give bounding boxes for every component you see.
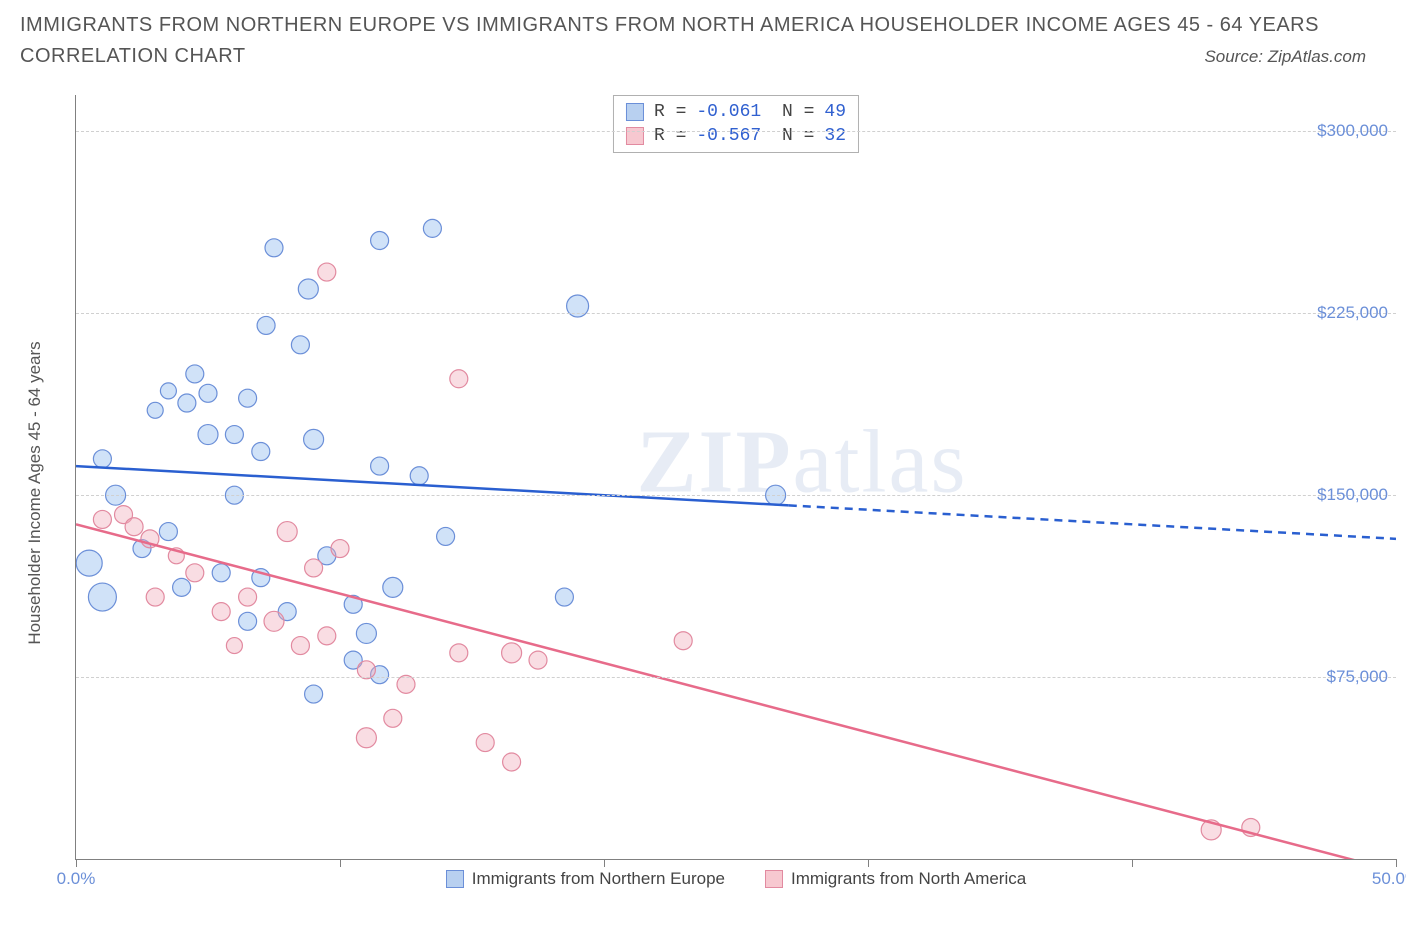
gridline (76, 677, 1396, 678)
x-tick (604, 859, 605, 867)
gridline (76, 131, 1396, 132)
data-point (125, 518, 143, 536)
data-point (383, 577, 403, 597)
data-point (93, 450, 111, 468)
data-point (371, 232, 389, 250)
data-point (147, 402, 163, 418)
trend-line-solid (76, 466, 789, 505)
data-point (186, 365, 204, 383)
data-point (529, 651, 547, 669)
data-point (291, 637, 309, 655)
data-point (88, 583, 116, 611)
data-point (298, 279, 318, 299)
data-point (198, 425, 218, 445)
data-point (502, 643, 522, 663)
data-point (178, 394, 196, 412)
data-point (423, 219, 441, 237)
x-tick (1132, 859, 1133, 867)
y-tick-label: $75,000 (1327, 667, 1388, 687)
data-point (291, 336, 309, 354)
trend-line-solid (76, 524, 1396, 859)
series-legend: Immigrants from Northern Europe Immigran… (76, 869, 1396, 889)
x-tick (340, 859, 341, 867)
data-point (252, 443, 270, 461)
legend-item: Immigrants from Northern Europe (446, 869, 725, 889)
data-point (239, 389, 257, 407)
data-point (305, 559, 323, 577)
x-tick-label: 0.0% (57, 869, 96, 889)
data-point (450, 644, 468, 662)
data-point (356, 728, 376, 748)
data-point (239, 612, 257, 630)
data-point (212, 603, 230, 621)
data-point (304, 429, 324, 449)
x-tick (868, 859, 869, 867)
data-point (331, 540, 349, 558)
data-point (199, 384, 217, 402)
data-point (277, 522, 297, 542)
data-point (555, 588, 573, 606)
data-point (159, 523, 177, 541)
data-point (226, 638, 242, 654)
y-tick-label: $300,000 (1317, 121, 1388, 141)
legend-label: Immigrants from North America (791, 869, 1026, 889)
data-point (437, 527, 455, 545)
data-point (674, 632, 692, 650)
data-point (160, 383, 176, 399)
data-point (239, 588, 257, 606)
data-point (384, 709, 402, 727)
chart-area: Householder Income Ages 45 - 64 years ZI… (45, 95, 1396, 890)
legend-label: Immigrants from Northern Europe (472, 869, 725, 889)
data-point (318, 263, 336, 281)
y-tick-label: $150,000 (1317, 485, 1388, 505)
data-point (212, 564, 230, 582)
legend-swatch (765, 870, 783, 888)
chart-title: IMMIGRANTS FROM NORTHERN EUROPE VS IMMIG… (20, 14, 1386, 37)
data-point (371, 457, 389, 475)
chart-source: Source: ZipAtlas.com (1204, 47, 1386, 67)
legend-swatch (446, 870, 464, 888)
trend-line-dashed (789, 505, 1396, 538)
gridline (76, 495, 1396, 496)
data-point (93, 510, 111, 528)
data-point (173, 578, 191, 596)
data-point (225, 426, 243, 444)
data-point (476, 734, 494, 752)
data-point (257, 316, 275, 334)
data-point (356, 623, 376, 643)
y-tick-label: $225,000 (1317, 303, 1388, 323)
data-point (264, 611, 284, 631)
data-point (146, 588, 164, 606)
plot-region: ZIPatlas R = -0.061 N = 49 R = -0.567 N … (75, 95, 1396, 860)
legend-item: Immigrants from North America (765, 869, 1026, 889)
x-tick (1396, 859, 1397, 867)
data-point (410, 467, 428, 485)
data-point (305, 685, 323, 703)
x-tick-label: 50.0% (1372, 869, 1406, 889)
plot-svg (76, 95, 1396, 859)
data-point (76, 550, 102, 576)
chart-subtitle: CORRELATION CHART (20, 45, 246, 68)
data-point (450, 370, 468, 388)
data-point (186, 564, 204, 582)
data-point (265, 239, 283, 257)
gridline (76, 313, 1396, 314)
data-point (503, 753, 521, 771)
x-tick (76, 859, 77, 867)
y-axis-label: Householder Income Ages 45 - 64 years (25, 341, 45, 644)
data-point (318, 627, 336, 645)
